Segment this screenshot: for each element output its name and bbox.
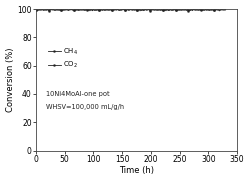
X-axis label: Time (h): Time (h) bbox=[119, 167, 154, 175]
CO$_2$ bbox=[34, 9, 37, 11]
CO$_2$ bbox=[151, 9, 154, 11]
CH$_4$ bbox=[35, 9, 38, 11]
CO$_2$ bbox=[208, 9, 211, 11]
Legend: CH$_4$, CO$_2$: CH$_4$, CO$_2$ bbox=[48, 47, 78, 70]
Text: WHSV=100,000 mL/g/h: WHSV=100,000 mL/g/h bbox=[46, 104, 124, 110]
CH$_4$ bbox=[224, 9, 227, 11]
Y-axis label: Conversion (%): Conversion (%) bbox=[6, 48, 15, 112]
CH$_4$ bbox=[149, 9, 152, 12]
CH$_4$ bbox=[82, 8, 85, 10]
CH$_4$ bbox=[196, 9, 198, 11]
Line: CO$_2$: CO$_2$ bbox=[35, 9, 226, 11]
CO$_2$ bbox=[195, 9, 198, 11]
CH$_4$ bbox=[148, 9, 151, 11]
CO$_2$ bbox=[148, 8, 150, 10]
CO$_2$ bbox=[206, 8, 210, 10]
Line: CH$_4$: CH$_4$ bbox=[35, 9, 226, 12]
Text: 10Ni4MoAl-one pot: 10Ni4MoAl-one pot bbox=[46, 91, 110, 97]
CO$_2$ bbox=[148, 9, 151, 11]
CO$_2$ bbox=[35, 9, 38, 11]
CH$_4$ bbox=[34, 9, 37, 11]
CO$_2$ bbox=[224, 9, 227, 11]
CH$_4$ bbox=[135, 10, 138, 12]
CO$_2$ bbox=[48, 10, 51, 12]
CH$_4$ bbox=[152, 9, 155, 11]
CH$_4$ bbox=[208, 9, 211, 12]
